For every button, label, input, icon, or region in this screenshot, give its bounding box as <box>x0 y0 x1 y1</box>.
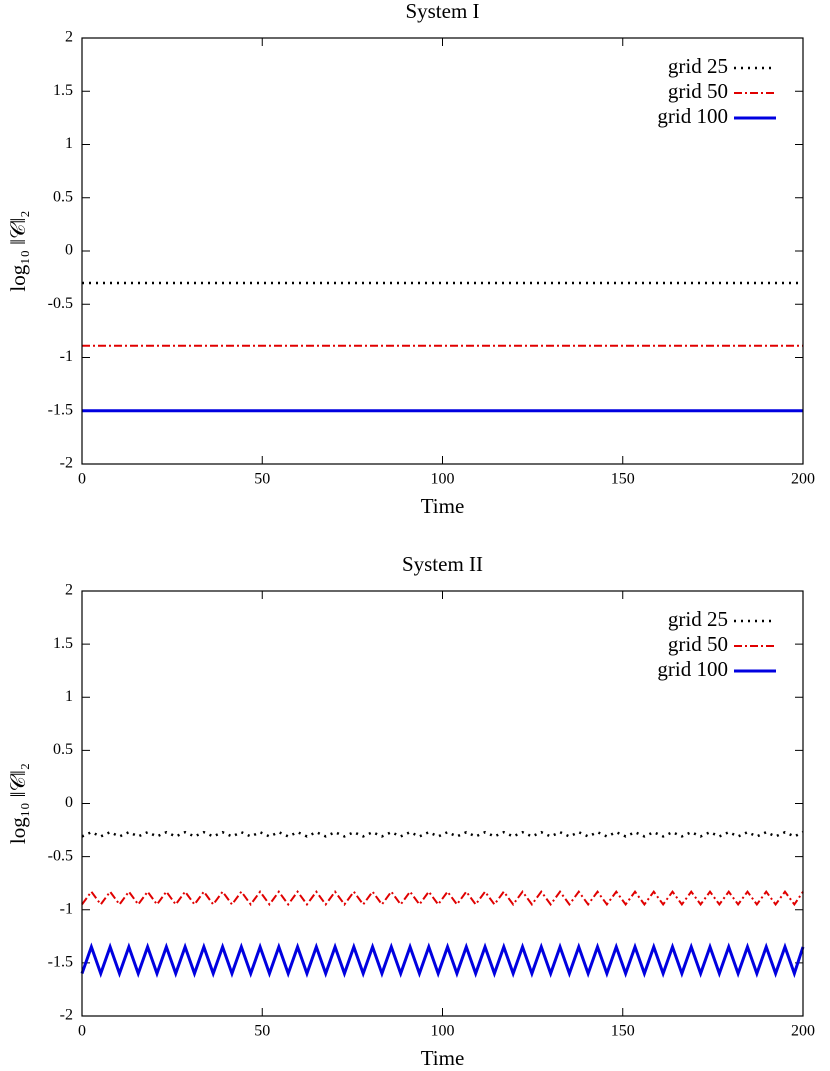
data-line <box>81 830 804 838</box>
x-tick-label: 150 <box>611 1023 635 1040</box>
x-tick-label: 50 <box>254 1023 270 1040</box>
y-tick-label: 0.5 <box>53 741 73 758</box>
x-axis-label: Time <box>421 1046 465 1070</box>
y-tick-label: 1 <box>65 688 73 705</box>
legend-label: grid 50 <box>668 79 728 103</box>
y-tick-label: -2 <box>60 1007 73 1024</box>
y-tick-label: -1.5 <box>48 954 73 971</box>
x-tick-label: 0 <box>78 1023 86 1040</box>
y-tick-label: 0.5 <box>53 188 73 205</box>
y-tick-label: -1 <box>60 900 73 917</box>
legend-label: grid 25 <box>668 607 728 631</box>
y-tick-label: -0.5 <box>48 847 73 864</box>
x-tick-label: 0 <box>78 471 86 488</box>
legend-label: grid 25 <box>668 54 728 78</box>
legend-label: grid 100 <box>657 104 728 128</box>
chart-title: System I <box>405 0 479 23</box>
x-tick-label: 200 <box>791 1023 815 1040</box>
x-tick-label: 100 <box>431 1023 455 1040</box>
plot-frame <box>81 590 804 1017</box>
legend-label: grid 50 <box>668 632 728 656</box>
chart-title: System II <box>402 552 483 576</box>
y-tick-label: 1.5 <box>53 635 73 652</box>
plot-frame <box>81 37 804 465</box>
y-tick-label: 1 <box>65 135 73 152</box>
y-tick-label: -1.5 <box>48 401 73 418</box>
y-tick-label: -0.5 <box>48 295 73 312</box>
x-axis-label: Time <box>421 494 465 518</box>
y-tick-label: 0 <box>65 794 73 811</box>
y-tick-label: 2 <box>65 582 73 599</box>
y-axis-label: log₁₀ ‖𝒞‖₂ <box>6 763 30 844</box>
data-line <box>80 942 805 979</box>
y-tick-label: 0 <box>65 242 73 259</box>
y-tick-label: 2 <box>65 29 73 46</box>
x-tick-label: 200 <box>791 471 815 488</box>
y-axis-label: log₁₀ ‖𝒞‖₂ <box>6 210 30 291</box>
x-tick-label: 150 <box>611 471 635 488</box>
data-line <box>81 889 804 907</box>
y-tick-label: -1 <box>60 348 73 365</box>
x-tick-label: 100 <box>431 471 455 488</box>
y-tick-label: 1.5 <box>53 82 73 99</box>
x-tick-label: 50 <box>254 471 270 488</box>
legend-label: grid 100 <box>657 657 728 681</box>
y-tick-label: -2 <box>60 455 73 472</box>
